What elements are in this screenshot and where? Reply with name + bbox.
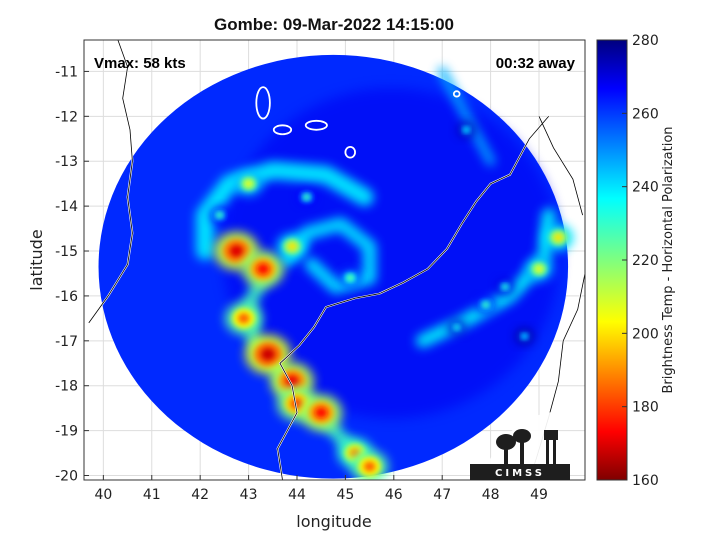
x-axis: 40 41 42 43 44 45 46 47 48 49: [94, 475, 548, 503]
x-tick-label: 44: [288, 487, 306, 503]
rain-band: [280, 217, 377, 294]
colorbar-tick-label: 260: [632, 106, 659, 122]
colorbar-label: Brightness Temp - Horizontal Polarizatio…: [661, 126, 676, 393]
convection-cell: [314, 406, 328, 419]
y-tick-label: -18: [55, 379, 78, 395]
away-label: 00:32 away: [496, 55, 576, 72]
x-tick-label: 46: [385, 487, 403, 503]
y-tick-label: -16: [55, 289, 78, 305]
convection-cell: [216, 212, 223, 218]
convection-cell: [287, 242, 297, 251]
x-tick-label: 40: [94, 487, 112, 503]
convection-cell: [244, 179, 253, 188]
y-tick-label: -17: [55, 334, 78, 350]
x-tick-label: 49: [530, 487, 548, 503]
colorbar-tick-label: 240: [632, 180, 659, 196]
y-tick-label: -15: [55, 244, 78, 260]
convection-cell: [482, 302, 489, 308]
colorbar-tick-label: 180: [632, 400, 659, 416]
chart-title: Gombe: 09-Mar-2022 14:15:00: [214, 15, 454, 34]
convection-cell: [347, 275, 354, 281]
convection-cell: [454, 324, 460, 330]
y-tick-label: -11: [55, 64, 78, 80]
island: [344, 145, 356, 159]
convection-cell: [463, 127, 470, 133]
convection-cell: [534, 265, 544, 273]
islands: [255, 86, 461, 159]
island: [304, 119, 328, 131]
x-tick-label: 42: [191, 487, 209, 503]
convection-cell: [521, 333, 528, 339]
convection-cell: [261, 348, 275, 361]
convection-cell: [363, 461, 376, 472]
x-tick-label: 45: [336, 487, 354, 503]
y-axis: -11 -12 -13 -14 -15 -16 -17 -18 -19 -20: [55, 64, 89, 485]
colorbar-ticks: 160 180 200 220 240 260 280: [622, 33, 659, 489]
convection-cell: [303, 194, 310, 200]
y-axis-label: latitude: [27, 229, 46, 290]
convection-cells: [210, 121, 574, 480]
coastline-outline: [88, 40, 585, 480]
convection-cell: [502, 284, 508, 290]
x-axis-label: longitude: [296, 512, 371, 531]
x-tick-label: 43: [240, 487, 258, 503]
colorbar-tick-label: 280: [632, 33, 659, 49]
cimss-logo: CIMSS: [470, 412, 570, 480]
x-tick-label: 41: [143, 487, 161, 503]
y-tick-label: -14: [55, 199, 78, 215]
convection-cell: [553, 233, 563, 242]
convection-cell: [229, 245, 244, 258]
y-tick-label: -19: [55, 424, 78, 440]
y-tick-label: -20: [55, 469, 78, 485]
convection-cell: [256, 263, 270, 275]
vmax-label: Vmax: 58 kts: [94, 55, 186, 72]
cimss-logo-text: CIMSS: [495, 468, 545, 479]
convection-cell: [238, 313, 250, 324]
colorbar-tick-label: 200: [632, 326, 659, 342]
plot-frame: [83, 39, 586, 481]
island: [452, 90, 461, 98]
x-tick-label: 48: [482, 487, 500, 503]
y-tick-label: -12: [55, 109, 78, 125]
x-tick-label: 47: [433, 487, 451, 503]
island: [255, 86, 271, 120]
colorbar-tick-label: 160: [632, 473, 659, 489]
island: [272, 124, 293, 136]
colorbar-tick-label: 220: [632, 253, 659, 269]
y-tick-label: -13: [55, 154, 78, 170]
